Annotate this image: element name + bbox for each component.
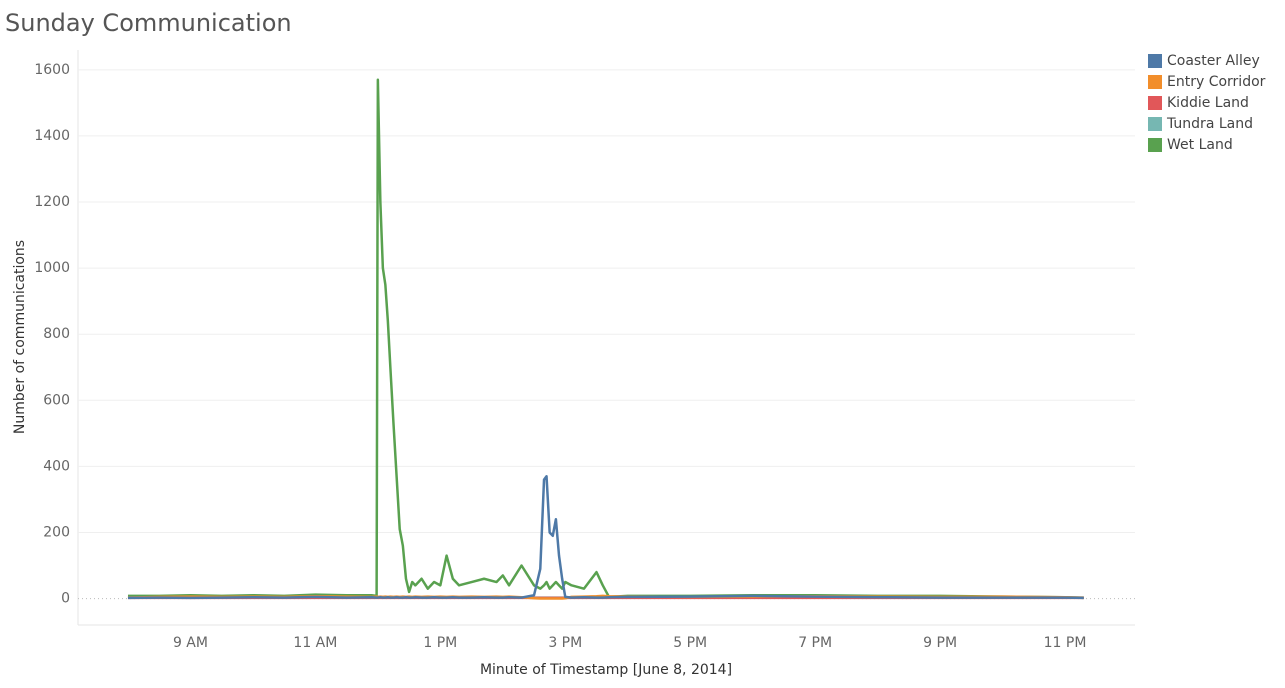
x-tick-label: 9 AM [173, 635, 208, 651]
x-tick-label: 11 PM [1044, 635, 1087, 651]
y-tick-label: 600 [43, 392, 70, 408]
x-tick-label: 5 PM [673, 635, 707, 651]
legend-label: Coaster Alley [1167, 53, 1260, 69]
series-line [127, 475, 1084, 600]
x-axis-label: Minute of Timestamp [June 8, 2014] [480, 662, 732, 678]
chart-title: Sunday Communication [5, 9, 292, 37]
legend-swatch [1148, 75, 1162, 89]
x-tick-label: 1 PM [423, 635, 457, 651]
legend-swatch [1148, 138, 1162, 152]
series-line [127, 78, 1084, 600]
y-tick-label: 1600 [34, 62, 70, 78]
y-tick-label: 200 [43, 524, 70, 540]
x-tick-label: 7 PM [798, 635, 832, 651]
legend-swatch [1148, 96, 1162, 110]
y-tick-label: 800 [43, 326, 70, 342]
y-axis-label: Number of communications [12, 240, 28, 434]
x-tick-label: 9 PM [923, 635, 957, 651]
x-tick-label: 3 PM [548, 635, 582, 651]
legend-label: Wet Land [1167, 137, 1233, 153]
x-tick-label: 11 AM [293, 635, 337, 651]
y-tick-label: 0 [61, 591, 70, 607]
legend-label: Tundra Land [1166, 116, 1253, 132]
legend-swatch [1148, 117, 1162, 131]
y-tick-label: 1000 [34, 260, 70, 276]
legend-label: Kiddie Land [1167, 95, 1249, 111]
legend-swatch [1148, 54, 1162, 68]
y-tick-label: 400 [43, 458, 70, 474]
legend-label: Entry Corridor [1167, 74, 1266, 90]
y-tick-label: 1200 [34, 194, 70, 210]
y-tick-label: 1400 [34, 128, 70, 144]
